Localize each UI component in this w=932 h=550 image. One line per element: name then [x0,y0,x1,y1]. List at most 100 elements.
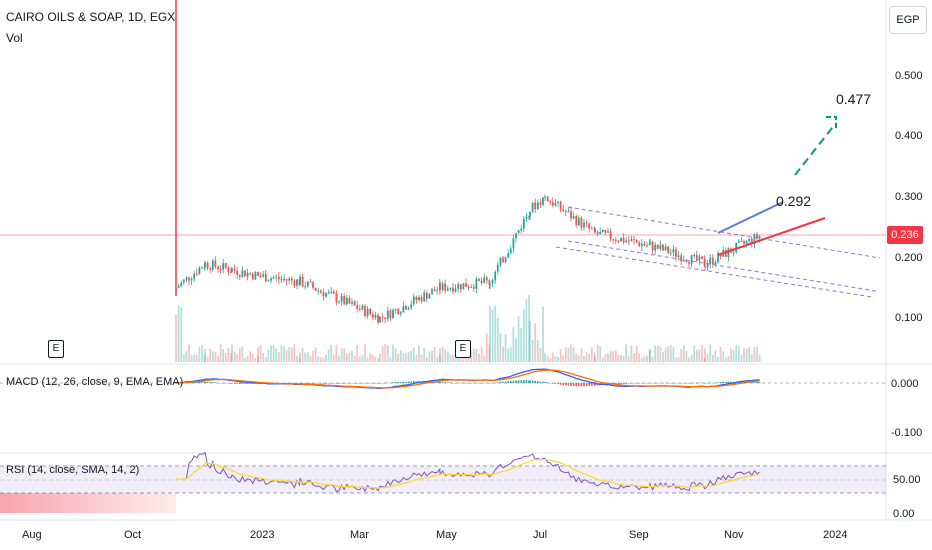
candle-body [620,237,622,242]
macd-histogram-bar [567,383,570,386]
macd-histogram-bar [249,383,251,384]
chart-title: CAIRO OILS & SOAP, 1D, EGX [6,10,176,24]
macd-histogram-bar [758,382,761,383]
volume-bar [478,353,480,362]
target-arrow-head [826,116,837,128]
volume-bar [717,356,719,362]
candle-body [643,243,646,246]
volume-bar [340,348,343,362]
macd-histogram-bar [304,383,306,384]
macd-histogram-bar [198,381,201,383]
macd-histogram-bar [486,382,488,384]
macd-histogram-bar [630,383,633,384]
volume-bar [685,350,688,362]
volume-bar [633,353,635,362]
candle-body [559,201,562,210]
volume-bar [659,347,662,362]
volume-bar [361,354,364,362]
volume-bar [293,344,296,362]
volume-bar [758,354,761,362]
candle-body [299,276,301,285]
volume-bar [433,347,436,362]
macd-label[interactable]: MACD (12, 26, close, 9, EMA, EMA) [6,376,184,388]
volume-bar [353,356,356,362]
macd-histogram-bar [206,381,209,383]
volume-bar [438,354,441,362]
macd-histogram-bar [307,383,309,384]
candle-body [241,270,244,277]
macd-histogram-bar [620,383,622,385]
volume-bar [446,351,449,362]
macd-signal-line [176,369,760,389]
macd-histogram-bar [672,383,675,384]
candle-body [467,286,470,288]
candle-body [361,305,364,310]
volume-bar [399,350,402,362]
candle-body [201,267,203,269]
candle-body [190,278,193,281]
volume-bar [745,348,748,362]
time-tick: May [436,529,457,541]
volume-bar [667,345,670,362]
volume-bar [494,305,497,362]
candle-body [528,216,530,218]
candle-body [371,314,374,318]
candle-body [379,316,381,323]
volume-bar [693,345,696,362]
candle-body [180,282,183,287]
macd-histogram-bar [497,382,499,383]
macd-histogram-bar [725,381,727,383]
rsi-label[interactable]: RSI (14, close, SMA, 14, 2) [6,464,140,476]
volume-bar [467,356,470,362]
volume-bar [309,355,312,362]
macd-histogram-bar [525,380,528,383]
candle-body [433,289,436,292]
candle-body [348,297,351,304]
time-tick: Mar [350,529,369,541]
volume-bar [743,348,745,362]
rsi-ma-line [176,458,760,489]
candle-body [418,297,420,300]
candle-body [314,287,317,291]
earnings-marker[interactable]: E [48,340,64,358]
candle-body [407,307,410,310]
volume-bar [211,351,214,362]
volume-bar [539,347,542,362]
volume-bars [175,295,761,362]
candle-body [338,301,340,303]
volume-bar [499,332,502,362]
macd-histogram-bar [594,383,596,386]
macd-histogram-bar [570,383,572,386]
candle-body [520,228,523,231]
volume-bar [577,355,580,362]
candle-body [656,244,659,249]
macd-histogram-bar [565,383,567,386]
macd-histogram-bar [712,382,714,384]
candle-body [588,223,591,229]
volume-bar [317,356,320,362]
macd-histogram-bar [502,381,504,383]
volume-bar [475,348,478,362]
candle-body [724,250,727,257]
macd-axis: 0.000 -0.100 [891,378,922,439]
candle-body [701,256,703,259]
volume-bar [625,344,628,362]
candle-body [358,309,361,310]
price-axis: 0.500 0.400 0.300 0.200 0.100 [895,70,923,324]
candle-body [531,202,534,212]
macd-histogram-bar [680,383,682,384]
volume-bar [270,345,272,362]
volume-bar [551,352,554,362]
candle-body [219,269,222,271]
volume-bar [201,345,203,362]
earnings-marker[interactable]: E [455,340,471,358]
time-axis: Aug Oct 2023 Mar May Jul Sep Nov 2024 [22,529,847,541]
macd-histogram-bar [439,381,441,383]
volume-bar [695,349,698,362]
volume-label: Vol [6,31,23,45]
currency-button[interactable]: EGP [889,6,927,34]
time-tick: 2023 [250,529,274,541]
volume-bar [227,347,230,362]
candle-body [353,301,356,306]
